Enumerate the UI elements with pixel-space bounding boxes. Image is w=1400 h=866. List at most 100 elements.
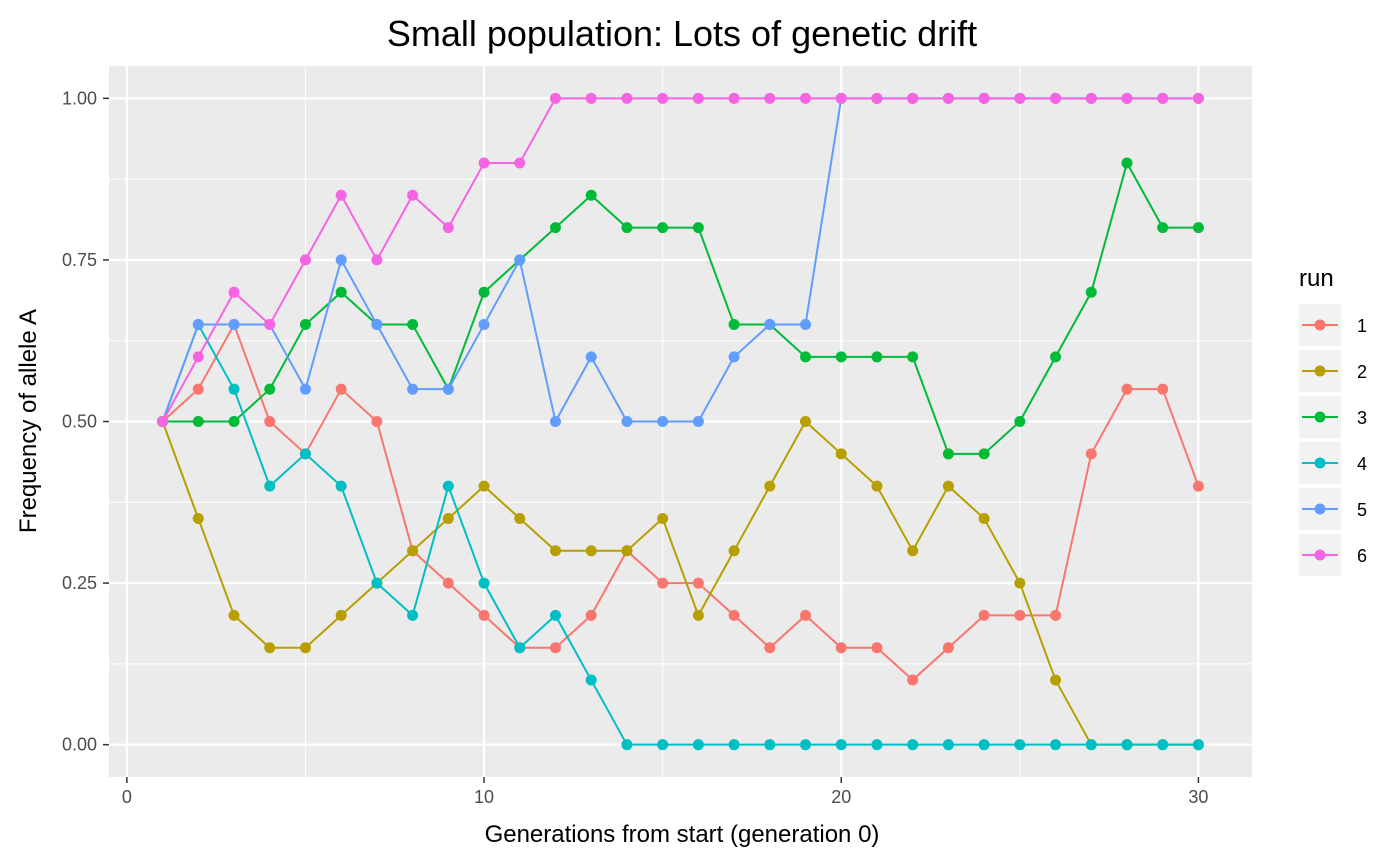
series-1-point-20: [835, 642, 847, 654]
series-4-point-9: [442, 480, 454, 492]
series-6-point-23: [942, 92, 954, 104]
series-4-point-22: [907, 739, 919, 751]
series-3-point-25: [1014, 416, 1026, 427]
series-2-point-9: [442, 512, 454, 524]
series-1-point-18: [764, 642, 776, 654]
series-2-point-20: [835, 448, 847, 460]
series-6-point-26: [1050, 92, 1062, 104]
series-2-point-13: [585, 545, 597, 557]
legend-label-5: 5: [1357, 500, 1367, 520]
series-4-point-4: [264, 480, 276, 492]
series-3-point-23: [942, 448, 954, 460]
legend-key-point-3: [1314, 411, 1326, 423]
series-1-point-16: [692, 577, 704, 589]
series-1-point-24: [978, 609, 990, 621]
series-1-point-4: [264, 416, 276, 427]
x-tick-label-0: 0: [122, 787, 132, 807]
series-3-point-13: [585, 189, 597, 201]
series-2-point-22: [907, 545, 919, 557]
series-5-point-8: [407, 383, 419, 395]
series-6-point-4: [264, 319, 276, 331]
series-4-point-10: [478, 577, 490, 589]
series-5-point-10: [478, 319, 490, 331]
series-3-point-14: [621, 222, 633, 234]
legend-item-2: 2: [1299, 350, 1367, 392]
x-tick-label-2: 20: [831, 787, 851, 807]
series-3-point-8: [407, 319, 419, 331]
series-6-point-27: [1085, 92, 1097, 104]
series-4-point-29: [1157, 739, 1169, 751]
series-3-point-21: [871, 351, 883, 363]
series-line-3: [162, 161, 1199, 455]
series-6-point-5: [299, 254, 311, 266]
series-6-point-11: [514, 157, 526, 169]
series-6-point-20: [835, 92, 847, 104]
series-6-point-12: [549, 92, 561, 104]
series-5-point-15: [657, 416, 669, 427]
series-1-point-30: [1192, 480, 1204, 492]
y-axis-title: Frequency of allele A: [15, 309, 42, 533]
series-6-point-29: [1157, 92, 1169, 104]
series-6-point-16: [692, 92, 704, 104]
series-5-point-7: [371, 319, 383, 331]
series-3-point-5: [299, 319, 311, 331]
series-2-point-21: [871, 480, 883, 492]
series-1-point-21: [871, 642, 883, 654]
series-2-point-11: [514, 512, 526, 524]
series-points: [157, 92, 1204, 751]
series-2-point-2: [192, 512, 204, 524]
series-1-point-13: [585, 609, 597, 621]
x-tick-label-1: 10: [474, 787, 494, 807]
legend-key-point-4: [1314, 457, 1326, 469]
series-line-2: [161, 420, 1199, 746]
legend-key-point-5: [1314, 503, 1326, 515]
series-4-point-13: [585, 674, 597, 686]
series-1-point-19: [800, 609, 812, 621]
series-3-point-10: [478, 286, 490, 298]
series-6-point-1: [157, 416, 169, 427]
series-4-point-8: [407, 609, 419, 621]
series-3-point-24: [978, 448, 990, 460]
series-6-point-21: [871, 92, 883, 104]
chart-title: Small population: Lots of genetic drift: [387, 13, 977, 54]
series-3-point-29: [1157, 222, 1169, 234]
series-4-point-3: [228, 383, 240, 395]
series-5-point-14: [621, 416, 633, 427]
x-tick-label-3: 30: [1188, 787, 1208, 807]
y-tick-label-3: 0.75: [62, 250, 97, 270]
series-2-point-24: [978, 512, 990, 524]
series-5-point-18: [764, 319, 776, 331]
series-5-point-2: [192, 319, 204, 331]
series-4-point-30: [1192, 739, 1204, 751]
series-6-point-19: [800, 92, 812, 104]
series-4-point-28: [1121, 739, 1133, 751]
series-5-point-13: [585, 351, 597, 363]
series-1-point-15: [657, 577, 669, 589]
legend-label-3: 3: [1357, 408, 1367, 428]
series-5-point-11: [514, 254, 526, 266]
tick-labels: 0 10 20 30 0.00 0.25 0.50 0.75 1.00: [62, 88, 1208, 807]
legend-key-point-1: [1314, 319, 1326, 331]
series-4-point-16: [692, 739, 704, 751]
series-6-point-2: [192, 351, 204, 363]
legend-label-4: 4: [1357, 454, 1367, 474]
series-4-point-6: [335, 480, 347, 492]
series-5-point-19: [800, 319, 812, 331]
series-2-point-15: [657, 512, 669, 524]
series-3-point-4: [264, 383, 276, 395]
series-6-point-24: [978, 92, 990, 104]
series-6-point-28: [1121, 92, 1133, 104]
series-5-point-6: [335, 254, 347, 266]
series-2-point-10: [478, 480, 490, 492]
legend-item-6: 6: [1299, 534, 1367, 576]
series-5-point-3: [228, 319, 240, 331]
series-2-point-14: [621, 545, 633, 557]
series-1-point-6: [335, 383, 347, 395]
series-3-point-3: [228, 416, 240, 427]
legend-label-2: 2: [1357, 362, 1367, 382]
series-4-point-12: [549, 609, 561, 621]
series-4-point-23: [942, 739, 954, 751]
series-3-point-22: [907, 351, 919, 363]
y-tick-label-4: 1.00: [62, 88, 97, 108]
